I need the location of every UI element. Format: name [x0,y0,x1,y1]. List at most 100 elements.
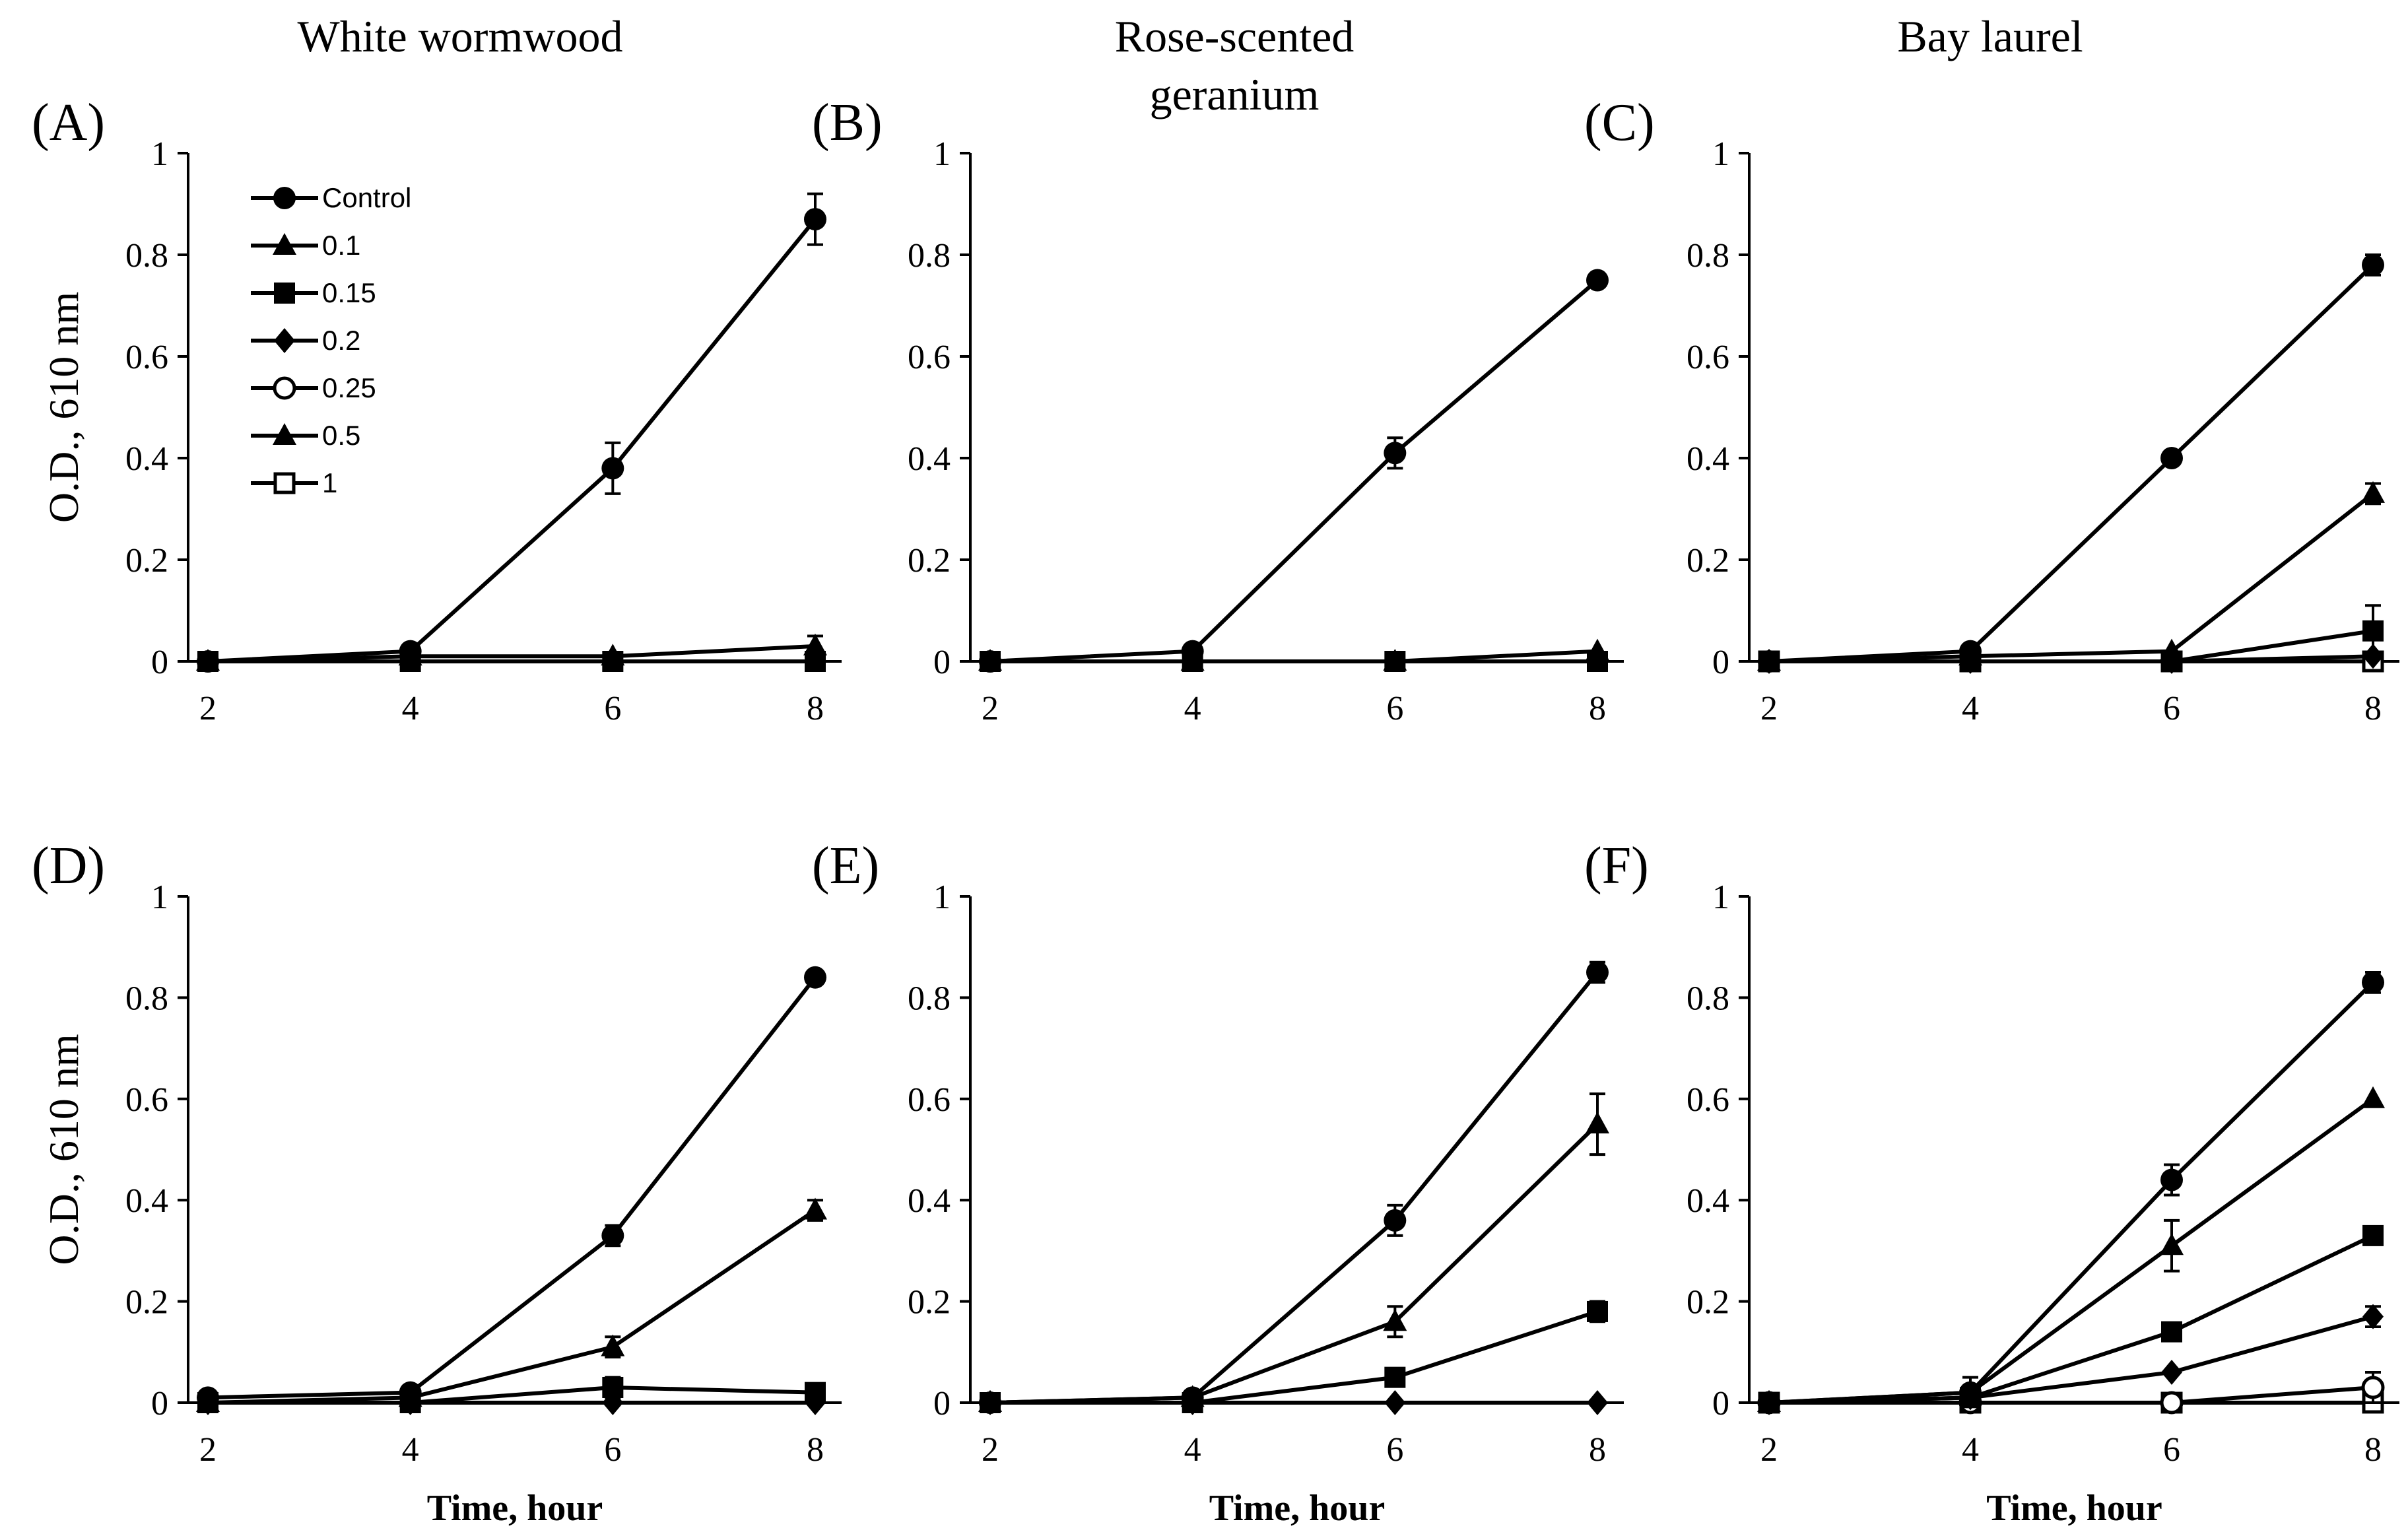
y-tick-label: 0 [933,1385,951,1422]
series-line [207,218,817,663]
x-tick-label: 2 [982,690,999,727]
series-line [1768,1097,2374,1405]
y-tick-label: 0.4 [1687,1182,1729,1220]
x-axis-label: Time, hour [427,1488,603,1529]
data-point [2362,971,2384,994]
data-point [1758,650,1780,673]
y-tick-label: 0.6 [1687,1081,1729,1119]
y-tick-label: 0.4 [908,1182,951,1220]
legend-entry: 0.25 [251,372,376,403]
data-point [2160,447,2183,469]
data-point [197,1386,219,1409]
data-point [2361,481,2385,503]
series-0-25 [1757,1370,2385,1415]
y-tick-label: 1 [1712,879,1729,916]
x-axis-label: Time, hour [1209,1488,1386,1529]
series-control [979,269,1609,673]
data-point [2161,1359,2182,1385]
x-tick-label: 8 [2364,1431,2382,1469]
chart-panel-c: (C) 0 0.2 0.4 0.6 0.8 1 2 4 6 8 [1584,94,2399,727]
x-tick-label: 2 [199,1431,217,1469]
data-point [1758,1391,1780,1414]
series-line [1769,628,2374,663]
data-point [1181,640,1204,663]
y-tick-label: 0 [151,1385,168,1422]
x-tick-label: 2 [1760,690,1778,727]
y-tick-label: 0 [151,644,168,681]
data-point [1383,1309,1407,1331]
data-point [2362,1304,2384,1329]
series-control [1758,253,2384,673]
x-tick-label: 8 [2364,690,2382,727]
y-tick-label: 0.8 [908,980,951,1017]
y-tick-label: 0.8 [1687,237,1729,275]
series-line [990,1310,1598,1405]
y-tick-label: 0.6 [1687,339,1729,376]
series-0-1 [978,638,1609,671]
y-tick-label: 0.2 [125,542,168,580]
legend-marker [273,233,296,255]
data-point [2160,638,2184,661]
legend-label: Control [322,182,411,213]
x-tick-label: 2 [199,690,217,727]
legend-marker [273,423,296,445]
x-tick-label: 6 [604,690,621,727]
x-tick-label: 4 [1184,690,1201,727]
x-tick-label: 6 [2163,1431,2180,1469]
x-tick-label: 2 [982,1431,999,1469]
legend-entry: 0.15 [251,277,376,308]
y-tick-label: 1 [933,135,951,173]
data-point [197,650,219,673]
legend-label: 0.25 [322,372,376,403]
series-0-15 [197,651,826,672]
data-point [804,208,826,231]
legend-marker [274,283,295,304]
y-tick-label: 0.6 [125,1081,168,1119]
data-point [2362,253,2384,277]
series-0-1 [196,1197,827,1412]
series-line [989,971,1599,1405]
panel-letter: (C) [1584,94,1655,152]
y-tick-label: 0.2 [1687,1284,1729,1321]
series-line [1769,1385,2374,1405]
y-tick-label: 0 [933,644,951,681]
legend-marker [273,187,296,209]
data-point [1384,1209,1407,1232]
y-tick-label: 0.4 [1687,440,1729,478]
column-title-2: geranium [1150,69,1320,119]
legend-label: 1 [322,467,337,498]
y-tick-label: 0.6 [908,1081,951,1119]
y-tick-label: 0.8 [1687,980,1729,1017]
y-tick-label: 0.2 [908,1284,951,1321]
legend-marker [273,376,296,400]
series-line [207,976,817,1400]
series-line [1768,981,2375,1405]
y-tick-label: 1 [933,879,951,916]
y-tick-label: 0.2 [908,542,951,580]
data-point [2160,1233,2184,1255]
x-tick-label: 6 [2163,690,2180,727]
legend-entry: 1 [251,467,337,498]
data-point [1586,1112,1609,1134]
y-tick-label: 0 [1712,644,1729,681]
y-tick-label: 1 [1712,135,1729,173]
data-point [1181,1386,1204,1409]
legend-entry: 0.2 [251,325,360,356]
y-tick-label: 0.6 [908,339,951,376]
x-tick-label: 2 [1760,1431,1778,1469]
panel-letter: (D) [32,837,105,895]
data-point [399,1381,422,1404]
chart-panel-e: (E) 0 0.2 0.4 0.6 0.8 1 2 4 6 8 Time, hour [812,837,1624,1529]
y-tick-label: 1 [151,135,168,173]
x-tick-label: 4 [1962,1431,1979,1469]
x-tick-label: 6 [604,1431,621,1469]
x-tick-label: 4 [402,690,419,727]
series-0-15 [980,1300,1608,1413]
y-tick-label: 1 [151,879,168,916]
x-tick-label: 8 [1589,1431,1606,1469]
data-point [399,640,422,663]
data-point [602,1376,624,1398]
legend-entry: 0.5 [251,420,360,451]
x-tick-label: 8 [1589,690,1606,727]
